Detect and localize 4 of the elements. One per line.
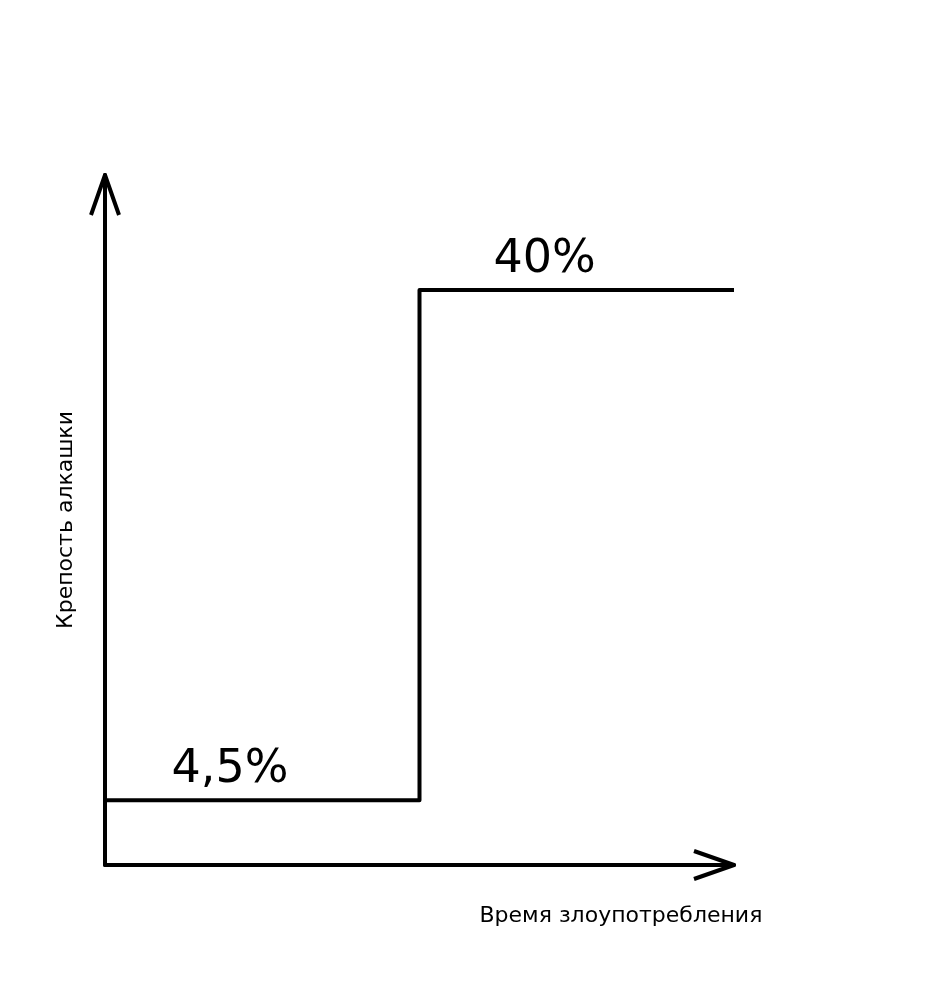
x-axis-title: Время злоупотребления xyxy=(479,901,763,927)
data-label: 40% xyxy=(493,229,596,283)
y-axis-title: Крепость алкашки xyxy=(51,411,77,629)
data-label: 4,5% xyxy=(171,739,289,794)
